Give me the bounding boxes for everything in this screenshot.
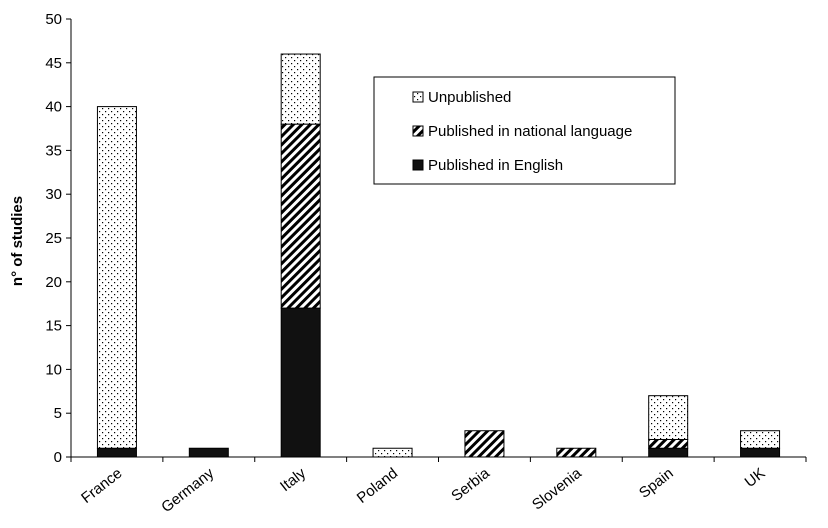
y-tick-label: 0	[54, 449, 62, 466]
bar-segment	[648, 438, 689, 449]
x-tick-label: Slovenia	[529, 464, 585, 513]
y-tick-label: 30	[45, 186, 62, 203]
x-tick-label: Germany	[158, 464, 217, 516]
bar-segment	[280, 53, 321, 125]
bar-segment	[648, 447, 689, 458]
legend: Unpublished Published in national languag…	[373, 76, 676, 185]
bar-segment	[556, 447, 597, 458]
legend-box	[373, 76, 676, 185]
y-tick-label: 40	[45, 99, 62, 116]
bar-segment	[464, 430, 505, 458]
legend-swatch	[412, 125, 424, 137]
y-tick-label: 10	[45, 361, 62, 378]
bar-segment	[96, 106, 137, 449]
legend-label: Unpublished	[428, 89, 511, 106]
bar-segment	[188, 447, 229, 458]
x-tick-label: UK	[742, 465, 769, 491]
y-tick-label: 50	[45, 11, 62, 28]
legend-label: Published in English	[428, 157, 563, 174]
bar-segment	[740, 447, 781, 458]
bar-segment	[740, 430, 781, 449]
x-tick-label: Serbia	[448, 464, 493, 504]
y-axis-label: n° of studies	[9, 196, 26, 286]
y-tick-label: 45	[45, 55, 62, 72]
y-tick-label: 25	[45, 230, 62, 247]
legend-swatch	[412, 159, 424, 171]
bars-layer	[96, 53, 781, 458]
bar-segment	[96, 447, 137, 458]
bar-segment	[280, 307, 321, 458]
y-tick-label: 5	[54, 405, 62, 422]
legend-swatch	[412, 91, 424, 103]
bar-segment	[372, 447, 413, 458]
legend-label: Published in national language	[428, 123, 632, 140]
y-tick-label: 20	[45, 274, 62, 291]
y-tick-label: 15	[45, 318, 62, 335]
x-tick-label: Poland	[354, 465, 401, 507]
bar-segment	[648, 395, 689, 440]
y-tick-label: 35	[45, 142, 62, 159]
x-tick-label: Spain	[636, 465, 677, 502]
x-tick-label: France	[78, 465, 125, 507]
x-tick-label: Italy	[277, 464, 310, 495]
bar-segment	[280, 123, 321, 309]
